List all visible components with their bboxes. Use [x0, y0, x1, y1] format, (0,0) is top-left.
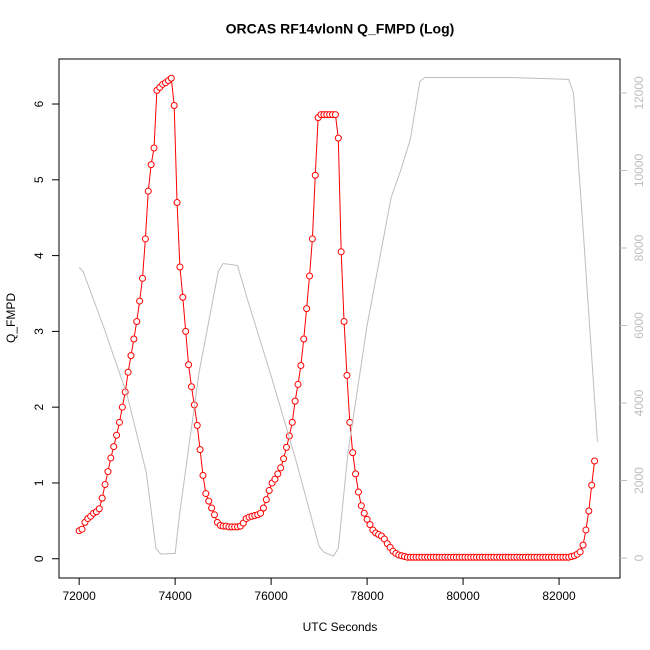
y2-tick-label: 0: [632, 554, 646, 561]
data-point: [262, 496, 270, 504]
data-point: [360, 509, 368, 517]
data-point: [311, 171, 319, 179]
data-point: [331, 111, 339, 119]
data-point: [259, 504, 267, 512]
data-point: [300, 335, 308, 343]
data-point: [265, 487, 273, 495]
data-point: [291, 397, 299, 405]
data-point: [205, 497, 213, 505]
data-point: [78, 525, 86, 533]
y-tick-label: 5: [32, 176, 46, 183]
data-point: [585, 507, 593, 515]
data-point: [104, 468, 112, 476]
data-point: [582, 526, 590, 534]
data-point: [271, 475, 279, 483]
data-point: [334, 134, 342, 142]
data-point: [187, 383, 195, 391]
data-point: [297, 361, 305, 369]
data-point: [130, 335, 138, 343]
x-tick-label: 82000: [542, 589, 576, 603]
data-point: [340, 318, 348, 326]
data-point: [579, 541, 587, 549]
y2-tick-label: 2000: [632, 467, 646, 494]
y-tick-label: 0: [32, 555, 46, 562]
data-point: [107, 454, 115, 462]
data-point: [208, 504, 216, 512]
y-axis-label: Q_FMPD: [4, 293, 18, 343]
x-tick-label: 80000: [446, 589, 480, 603]
x-tick-label: 78000: [350, 589, 384, 603]
data-point: [352, 470, 360, 478]
series-line: [78, 76, 598, 557]
data-point: [288, 418, 296, 426]
data-point: [294, 380, 302, 388]
data-point: [118, 403, 126, 411]
data-point: [306, 272, 314, 280]
data-point: [144, 187, 152, 195]
data-point: [591, 457, 599, 465]
y2-tick-label: 8000: [632, 234, 646, 261]
data-point: [196, 446, 204, 454]
data-point: [101, 480, 109, 488]
data-point: [98, 494, 106, 502]
data-point: [210, 511, 218, 519]
x-axis-label: UTC Seconds: [303, 620, 378, 634]
data-point: [110, 443, 118, 451]
data-point: [337, 248, 345, 256]
data-point: [115, 418, 123, 426]
data-point: [139, 274, 147, 282]
y-tick-label: 1: [32, 479, 46, 486]
data-point: [127, 352, 135, 360]
data-point: [124, 368, 132, 376]
y-tick-label: 4: [32, 252, 46, 259]
data-point: [199, 471, 207, 479]
data-point: [274, 470, 282, 478]
y2-tick-label: 6000: [632, 312, 646, 339]
data-point: [363, 515, 371, 523]
y-tick-label: 3: [32, 328, 46, 335]
y2-tick-label: 12000: [632, 76, 646, 110]
data-point: [147, 161, 155, 169]
data-point: [576, 548, 584, 556]
data-point: [173, 199, 181, 207]
data-point: [150, 144, 158, 152]
data-point: [349, 449, 357, 457]
data-point: [133, 318, 141, 326]
data-point: [357, 502, 365, 510]
data-point: [141, 235, 149, 243]
data-point: [113, 431, 121, 439]
data-point: [95, 505, 103, 513]
data-point: [179, 293, 187, 301]
data-point: [185, 361, 193, 369]
y2-tick-label: 4000: [632, 389, 646, 416]
y2-tick-label: 10000: [632, 153, 646, 187]
x-tick-label: 72000: [62, 589, 96, 603]
data-point: [343, 371, 351, 379]
y-tick-label: 2: [32, 404, 46, 411]
chart-title: ORCAS RF14vlonN Q_FMPD (Log): [226, 21, 455, 37]
data-point: [170, 102, 178, 110]
data-point: [193, 421, 201, 429]
data-point: [308, 235, 316, 243]
data-point: [202, 490, 210, 498]
data-point: [282, 443, 290, 451]
data-point: [366, 521, 374, 529]
data-point: [280, 455, 288, 463]
data-point: [182, 327, 190, 335]
data-point: [354, 488, 362, 496]
data-point: [167, 74, 175, 82]
plot-frame: [58, 58, 621, 579]
data-point: [136, 297, 144, 305]
y-tick-label: 6: [32, 100, 46, 107]
data-point: [277, 464, 285, 472]
data-point: [176, 263, 184, 271]
data-point: [303, 305, 311, 313]
data-point: [257, 509, 265, 517]
x-tick-label: 74000: [158, 589, 192, 603]
x-tick-label: 76000: [254, 589, 288, 603]
data-point: [588, 481, 596, 489]
